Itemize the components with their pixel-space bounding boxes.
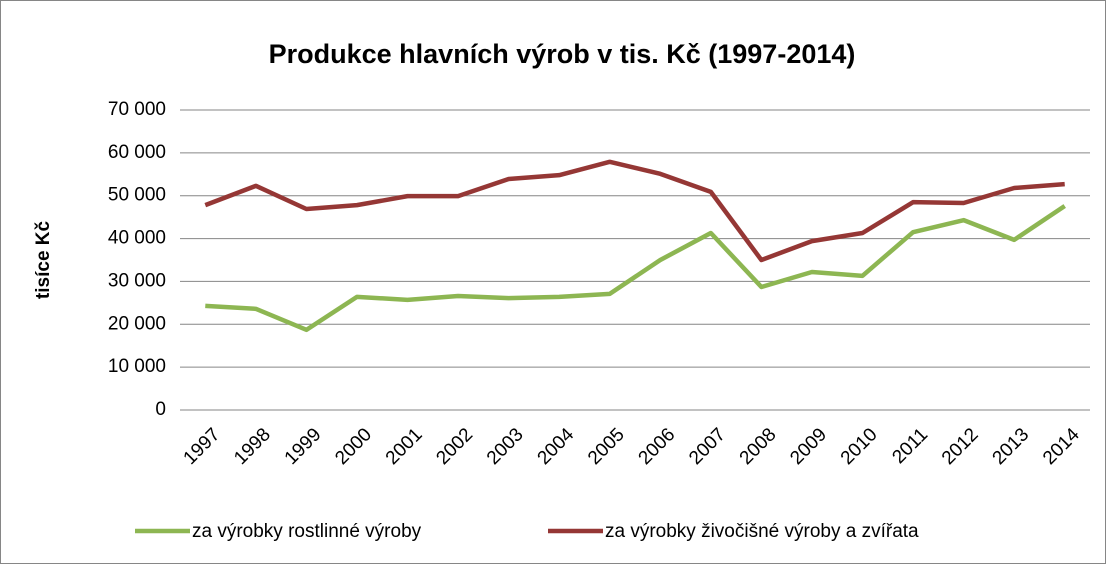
legend-label: za výrobky živočišné výroby a zvířata — [605, 521, 919, 542]
y-axis-label: tisíce Kč — [33, 220, 54, 299]
y-tick-label: 60 000 — [108, 142, 166, 163]
legend-label: za výrobky rostlinné výroby — [192, 521, 422, 542]
y-tick-label: 0 — [155, 399, 166, 420]
data-line — [204, 159, 1065, 263]
y-tick-label: 40 000 — [108, 228, 166, 249]
y-tick-label: 70 000 — [108, 99, 166, 120]
y-tick-label: 20 000 — [108, 313, 166, 334]
y-tick-label: 50 000 — [108, 185, 166, 206]
y-tick-label: 30 000 — [108, 270, 166, 291]
data-line — [205, 204, 1066, 333]
chart-title: Produkce hlavních výrob v tis. Kč (1997-… — [269, 39, 856, 69]
y-tick-label: 10 000 — [108, 356, 166, 377]
